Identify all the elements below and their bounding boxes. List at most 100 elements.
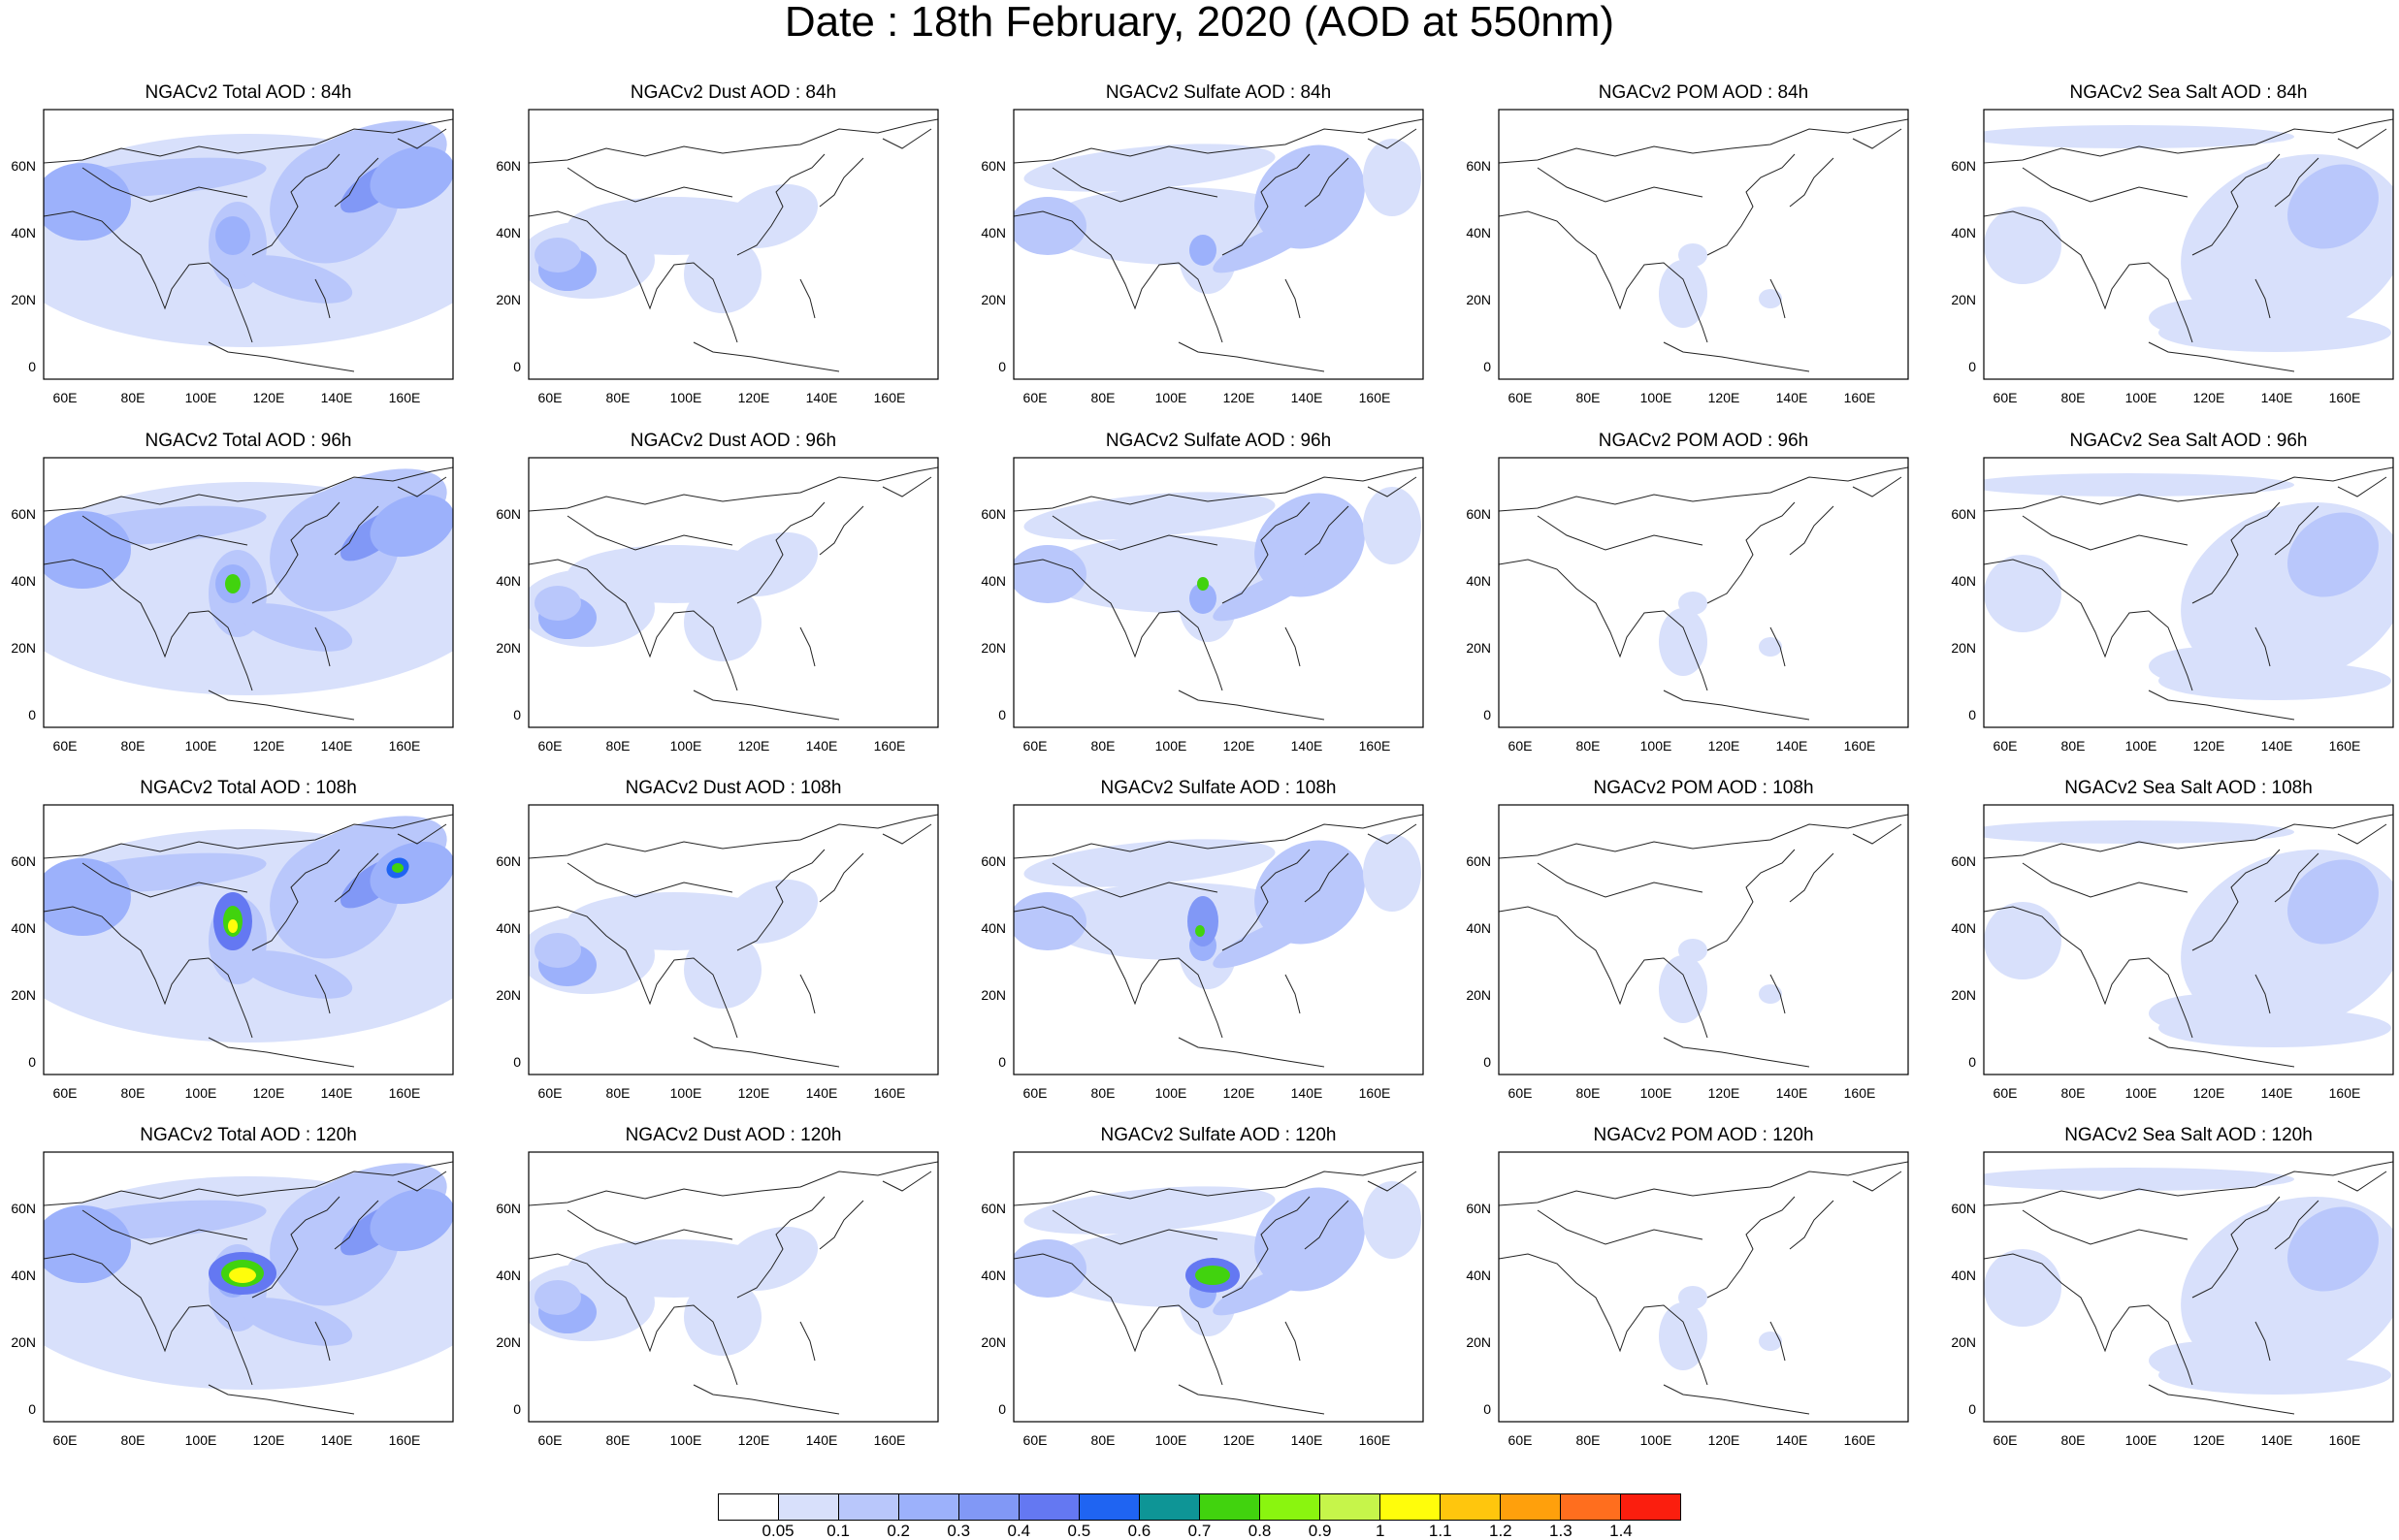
coastline	[1706, 153, 1796, 256]
coastline	[208, 341, 355, 372]
map-frame	[1013, 457, 1424, 728]
x-tick-label: 60E	[1507, 390, 1533, 405]
aod-plume	[1984, 902, 2061, 979]
x-tick-label: 140E	[805, 390, 838, 405]
coastline	[1304, 1200, 1349, 1250]
panel-title: NGACv2 Sulfate AOD : 96h	[1105, 431, 1332, 451]
coastline	[1304, 505, 1349, 556]
aod-map	[528, 457, 939, 728]
y-tick-label: 20N	[11, 987, 36, 1003]
x-tick-label: 120E	[1707, 1432, 1740, 1448]
aod-field	[1499, 1152, 1908, 1422]
coastline	[1014, 210, 1223, 343]
coastline	[208, 1384, 355, 1415]
coastline	[397, 476, 447, 497]
map-panel-total: NGACv2 Total AOD : 120h 60N 40N 20N 0 60E 80E 1…	[11, 1125, 511, 1460]
aod-map	[1498, 804, 1909, 1075]
aod-plume	[1014, 892, 1086, 950]
x-tick-label: 140E	[320, 1432, 353, 1448]
coastline	[736, 501, 826, 604]
aod-plume	[2287, 164, 2379, 249]
x-tick-label: 80E	[2060, 738, 2086, 754]
x-tick-label: 100E	[2124, 1085, 2157, 1101]
map-panel-dust: NGACv2 Dust AOD : 120h 60N 40N 20N 0 60E 80E 10…	[496, 1125, 996, 1460]
y-tick-label: 0	[28, 359, 36, 374]
figure-title: Date : 18th February, 2020 (AOD at 550nm…	[784, 0, 1615, 46]
aod-field	[1984, 805, 2393, 1075]
y-tick-label: 40N	[11, 1267, 36, 1283]
coastline	[1537, 862, 1703, 898]
aod-plume	[1023, 492, 1276, 540]
aod-plume	[535, 933, 581, 968]
coastline	[1499, 210, 1708, 343]
map-frame	[1498, 109, 1909, 380]
aod-field	[1984, 1152, 2393, 1422]
panel-title: NGACv2 POM AOD : 108h	[1593, 778, 1814, 798]
x-tick-label: 140E	[2260, 1085, 2293, 1101]
x-tick-label: 60E	[52, 738, 78, 754]
x-tick-label: 140E	[1290, 1085, 1323, 1101]
coastline	[799, 974, 816, 1014]
coastline	[397, 823, 447, 845]
coastline	[799, 626, 816, 667]
x-tick-label: 160E	[1358, 1432, 1391, 1448]
coastline	[1769, 278, 1786, 319]
coastline	[1221, 849, 1311, 951]
x-tick-label: 120E	[737, 1432, 770, 1448]
coastline	[1769, 626, 1786, 667]
aod-field	[1499, 805, 1908, 1075]
x-tick-label: 80E	[1575, 1085, 1601, 1101]
x-tick-label: 80E	[605, 1085, 631, 1101]
aod-plume	[1984, 555, 2061, 632]
x-tick-label: 60E	[1022, 1085, 1048, 1101]
y-tick-label: 60N	[1466, 158, 1491, 174]
x-tick-label: 160E	[2328, 1432, 2361, 1448]
coastline	[882, 1171, 932, 1192]
aod-plume	[724, 184, 819, 248]
map-panel-total: NGACv2 Total AOD : 108h 60N 40N 20N 0 60E 80E 1…	[11, 778, 511, 1112]
coastline	[1304, 157, 1349, 208]
coastline	[1052, 1209, 1218, 1245]
aod-plume	[1678, 939, 1707, 962]
colorbar-swatch	[1380, 1494, 1441, 1520]
aod-plume	[1014, 1239, 1086, 1298]
coastline	[693, 341, 840, 372]
coastline	[1852, 476, 1902, 497]
aod-map	[528, 109, 939, 380]
x-tick-label: 60E	[52, 1432, 78, 1448]
coastline	[314, 278, 331, 319]
coastline	[882, 476, 932, 497]
colorbar-label: 0.6	[1127, 1522, 1151, 1540]
panel-title: NGACv2 Sea Salt AOD : 96h	[2069, 431, 2308, 451]
x-tick-label: 160E	[1358, 390, 1391, 405]
aod-plume	[1984, 820, 2294, 844]
coastline	[1663, 690, 1810, 721]
coastline	[736, 1196, 826, 1299]
coastline	[1178, 341, 1325, 372]
coastline	[334, 852, 379, 903]
colorbar-swatch	[899, 1494, 959, 1520]
colorbar-swatch	[719, 1494, 779, 1520]
colorbar-swatches	[718, 1493, 1681, 1521]
y-tick-label: 60N	[1951, 1201, 1976, 1216]
aod-plume	[44, 858, 131, 936]
coastline	[1984, 210, 2193, 343]
x-tick-label: 140E	[320, 1085, 353, 1101]
coastline	[567, 1209, 733, 1245]
coastline	[1984, 1253, 2193, 1386]
coastline	[529, 118, 938, 164]
coastline	[397, 128, 447, 149]
x-tick-label: 140E	[805, 1085, 838, 1101]
coastline	[1499, 1161, 1908, 1206]
y-tick-label: 60N	[981, 853, 1006, 869]
panel-title: NGACv2 Sulfate AOD : 120h	[1100, 1125, 1337, 1145]
colorbar-swatch	[1020, 1494, 1080, 1520]
aod-plume	[684, 236, 762, 313]
y-tick-label: 0	[1483, 359, 1491, 374]
aod-plume	[1659, 608, 1707, 676]
coastline	[2191, 501, 2281, 604]
y-tick-label: 0	[1968, 359, 1976, 374]
coastline	[1014, 118, 1423, 164]
coastline	[1789, 1200, 1834, 1250]
x-tick-label: 80E	[1090, 390, 1116, 405]
